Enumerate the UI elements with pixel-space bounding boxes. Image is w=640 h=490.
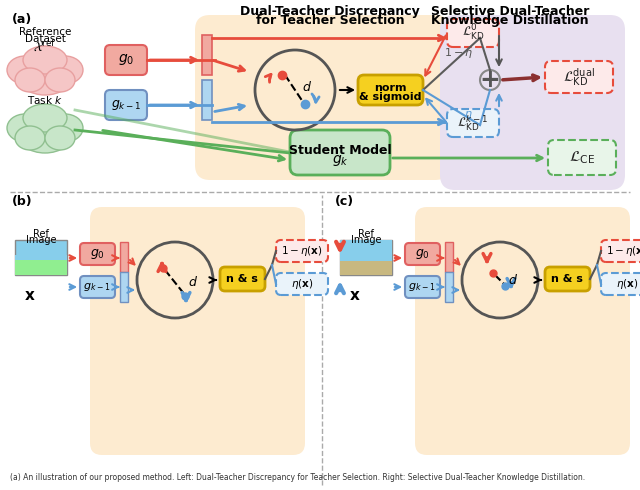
Text: $1-\eta$: $1-\eta$ — [444, 46, 473, 60]
FancyBboxPatch shape — [220, 267, 265, 291]
Bar — [15, 240, 67, 275]
Text: $\mathcal{L}^0_\mathrm{KD}$: $\mathcal{L}^0_\mathrm{KD}$ — [461, 23, 484, 43]
FancyBboxPatch shape — [405, 276, 440, 298]
Text: $\eta$: $\eta$ — [464, 109, 473, 121]
Text: & sigmoid: & sigmoid — [359, 92, 421, 102]
Ellipse shape — [15, 126, 45, 150]
FancyBboxPatch shape — [601, 273, 640, 295]
Ellipse shape — [47, 56, 83, 84]
Text: $1-\eta(\mathbf{x})$: $1-\eta(\mathbf{x})$ — [281, 244, 323, 258]
Text: $d$: $d$ — [302, 80, 312, 94]
Ellipse shape — [7, 114, 43, 142]
Text: $g_0$: $g_0$ — [415, 247, 429, 261]
Text: Student Model: Student Model — [289, 144, 391, 156]
FancyBboxPatch shape — [276, 240, 328, 262]
Text: (a) An illustration of our proposed method. Left: Dual-Teacher Discrepancy for T: (a) An illustration of our proposed meth… — [10, 473, 585, 482]
Bar — [340, 240, 392, 262]
Text: Dual-Teacher Discrepancy: Dual-Teacher Discrepancy — [240, 5, 420, 19]
Bar — [15, 255, 67, 275]
Text: n & s: n & s — [551, 274, 583, 284]
FancyBboxPatch shape — [440, 15, 625, 190]
Bar — [202, 80, 212, 120]
Ellipse shape — [45, 126, 75, 150]
Ellipse shape — [47, 114, 83, 142]
Text: Image: Image — [26, 235, 56, 245]
FancyBboxPatch shape — [290, 130, 390, 175]
Text: $g_{k-1}$: $g_{k-1}$ — [111, 98, 141, 112]
FancyBboxPatch shape — [276, 273, 328, 295]
FancyBboxPatch shape — [105, 90, 147, 120]
Bar — [340, 261, 392, 275]
Text: for Teacher Selection: for Teacher Selection — [256, 15, 404, 27]
Text: $\eta(\mathbf{x})$: $\eta(\mathbf{x})$ — [616, 277, 638, 291]
Bar — [340, 240, 392, 275]
Text: (a): (a) — [12, 14, 32, 26]
Text: $d$: $d$ — [508, 273, 518, 287]
Bar — [120, 242, 128, 272]
FancyBboxPatch shape — [105, 45, 147, 75]
Text: $g_0$: $g_0$ — [118, 52, 134, 68]
Text: Selective Dual-Teacher: Selective Dual-Teacher — [431, 5, 589, 19]
Text: Knowledge Distillation: Knowledge Distillation — [431, 15, 589, 27]
Bar — [15, 260, 67, 275]
Ellipse shape — [45, 68, 75, 92]
Text: $\mathcal{L}^\mathrm{dual}_\mathrm{KD}$: $\mathcal{L}^\mathrm{dual}_\mathrm{KD}$ — [563, 66, 595, 88]
FancyBboxPatch shape — [90, 207, 305, 455]
Text: $1-\eta(\mathbf{x})$: $1-\eta(\mathbf{x})$ — [606, 244, 640, 258]
Bar — [120, 272, 128, 302]
Text: $d$: $d$ — [188, 275, 198, 289]
Text: Image: Image — [351, 235, 381, 245]
Bar — [202, 35, 212, 75]
Ellipse shape — [17, 113, 73, 153]
Text: norm: norm — [374, 83, 406, 93]
FancyBboxPatch shape — [545, 267, 590, 291]
Ellipse shape — [23, 104, 67, 132]
Text: $\mathbf{x}$: $\mathbf{x}$ — [349, 288, 361, 302]
FancyBboxPatch shape — [601, 240, 640, 262]
Bar — [445, 272, 453, 302]
FancyBboxPatch shape — [447, 19, 499, 47]
Text: $g_{k-1}$: $g_{k-1}$ — [408, 281, 436, 293]
Bar — [445, 242, 453, 272]
FancyBboxPatch shape — [447, 109, 499, 137]
Text: Reference: Reference — [19, 27, 71, 37]
Text: $g_k$: $g_k$ — [332, 152, 348, 168]
FancyBboxPatch shape — [415, 207, 630, 455]
FancyBboxPatch shape — [548, 140, 616, 175]
Ellipse shape — [7, 56, 43, 84]
Ellipse shape — [17, 55, 73, 95]
FancyBboxPatch shape — [545, 61, 613, 93]
FancyBboxPatch shape — [358, 75, 423, 105]
FancyBboxPatch shape — [80, 243, 115, 265]
Text: $\mathcal{L}^{k-1}_\mathrm{KD}$: $\mathcal{L}^{k-1}_\mathrm{KD}$ — [458, 113, 489, 133]
Text: +: + — [479, 68, 500, 92]
Text: Ref: Ref — [33, 229, 49, 239]
Text: $g_{k-1}$: $g_{k-1}$ — [83, 281, 111, 293]
Text: Ref: Ref — [358, 229, 374, 239]
FancyBboxPatch shape — [405, 243, 440, 265]
Text: n & s: n & s — [226, 274, 258, 284]
Text: $\mathcal{L}_\mathrm{CE}$: $\mathcal{L}_\mathrm{CE}$ — [569, 149, 595, 166]
Text: $\eta(\mathbf{x})$: $\eta(\mathbf{x})$ — [291, 277, 313, 291]
Ellipse shape — [15, 68, 45, 92]
Text: Dataset: Dataset — [24, 34, 65, 44]
Text: $g_0$: $g_0$ — [90, 247, 104, 261]
Text: (c): (c) — [335, 196, 354, 209]
Text: Task $k$: Task $k$ — [27, 94, 63, 106]
Ellipse shape — [23, 46, 67, 74]
Text: $\mathbf{x}$: $\mathbf{x}$ — [24, 288, 36, 302]
Text: $\mathcal{X}^{\mathrm{ref}}$: $\mathcal{X}^{\mathrm{ref}}$ — [33, 39, 56, 54]
FancyBboxPatch shape — [80, 276, 115, 298]
Text: (b): (b) — [12, 196, 33, 209]
FancyBboxPatch shape — [195, 15, 450, 180]
